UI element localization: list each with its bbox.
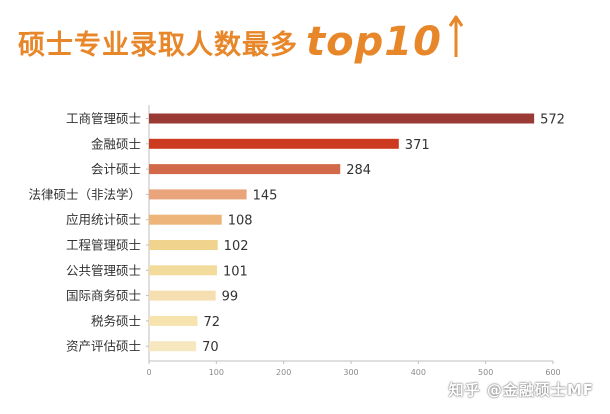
value-label: 572 <box>540 113 565 128</box>
bar <box>149 290 216 301</box>
category-label: 应用统计硕士 <box>66 212 141 227</box>
category-label: 税务硕士 <box>91 313 141 328</box>
title-top10: top10 <box>306 19 442 65</box>
value-label: 101 <box>223 264 248 279</box>
x-tick-label: 0 <box>146 368 151 377</box>
bar <box>149 265 218 276</box>
value-label: 371 <box>405 138 430 153</box>
x-tick-label: 100 <box>209 368 224 377</box>
value-label: 284 <box>346 163 371 178</box>
category-label: 国际商务硕士 <box>66 288 141 303</box>
watermark: 知乎 @金融硕士MF <box>448 381 594 399</box>
category-label: 会计硕士 <box>91 162 141 177</box>
bar <box>149 189 247 200</box>
category-label: 公共管理硕士 <box>66 263 141 278</box>
value-label: 145 <box>253 188 278 203</box>
value-label: 108 <box>228 214 253 229</box>
category-label: 金融硕士 <box>91 136 141 151</box>
x-tick-label: 200 <box>276 368 291 377</box>
value-label: 72 <box>203 315 220 330</box>
category-label: 资产评估硕士 <box>66 339 141 354</box>
bar <box>149 214 222 225</box>
x-tick-label: 300 <box>343 368 358 377</box>
chart-title: 硕士专业录取人数最多 top10 <box>18 14 464 66</box>
category-label: 法律硕士（非法学） <box>28 187 141 202</box>
bar <box>149 113 535 124</box>
bar <box>149 240 218 250</box>
value-label: 102 <box>224 239 249 254</box>
category-label: 工程管理硕士 <box>66 238 141 253</box>
bar <box>149 341 197 352</box>
title-text: 硕士专业录取人数最多 <box>18 30 298 61</box>
x-tick-label: 400 <box>411 368 426 377</box>
x-tick-label: 600 <box>545 368 560 377</box>
x-tick-label: 500 <box>478 368 493 377</box>
category-label: 工商管理硕士 <box>66 111 141 126</box>
bar <box>149 315 198 326</box>
value-label: 99 <box>222 290 239 305</box>
bar <box>149 164 341 175</box>
up-arrow-icon <box>448 14 464 62</box>
value-label: 70 <box>202 340 219 355</box>
bar <box>149 138 399 149</box>
